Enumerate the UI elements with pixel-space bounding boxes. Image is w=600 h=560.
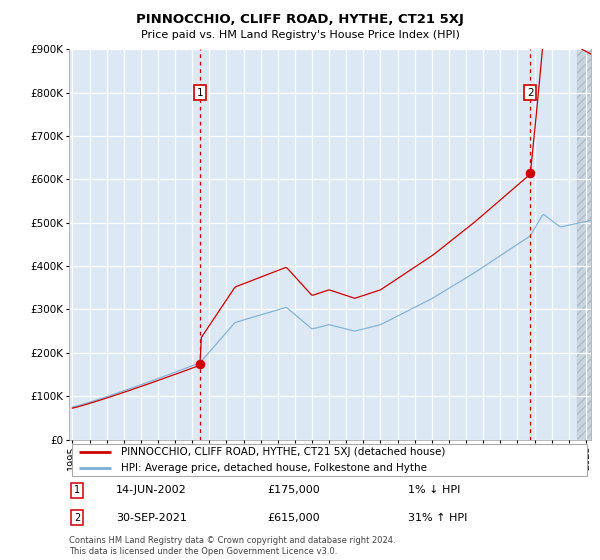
Text: £615,000: £615,000 (268, 512, 320, 522)
Bar (577, 49, 599, 440)
Text: 1: 1 (74, 486, 80, 496)
FancyBboxPatch shape (71, 444, 587, 476)
Text: 30-SEP-2021: 30-SEP-2021 (116, 512, 187, 522)
Text: 1: 1 (197, 88, 203, 97)
Text: 2: 2 (74, 512, 80, 522)
Text: Price paid vs. HM Land Registry's House Price Index (HPI): Price paid vs. HM Land Registry's House … (140, 30, 460, 40)
Text: 14-JUN-2002: 14-JUN-2002 (116, 486, 187, 496)
Text: 1% ↓ HPI: 1% ↓ HPI (409, 486, 461, 496)
Text: HPI: Average price, detached house, Folkestone and Hythe: HPI: Average price, detached house, Folk… (121, 463, 427, 473)
Point (526, 169, 535, 178)
Text: PINNOCCHIO, CLIFF ROAD, HYTHE, CT21 5XJ (detached house): PINNOCCHIO, CLIFF ROAD, HYTHE, CT21 5XJ … (121, 447, 446, 457)
Point (195, 359, 205, 368)
Text: PINNOCCHIO, CLIFF ROAD, HYTHE, CT21 5XJ: PINNOCCHIO, CLIFF ROAD, HYTHE, CT21 5XJ (136, 13, 464, 26)
Text: Contains HM Land Registry data © Crown copyright and database right 2024.
This d: Contains HM Land Registry data © Crown c… (69, 536, 395, 556)
Bar (577, 49, 599, 440)
Text: £175,000: £175,000 (268, 486, 320, 496)
Text: 2: 2 (527, 88, 533, 97)
Text: 31% ↑ HPI: 31% ↑ HPI (409, 512, 467, 522)
